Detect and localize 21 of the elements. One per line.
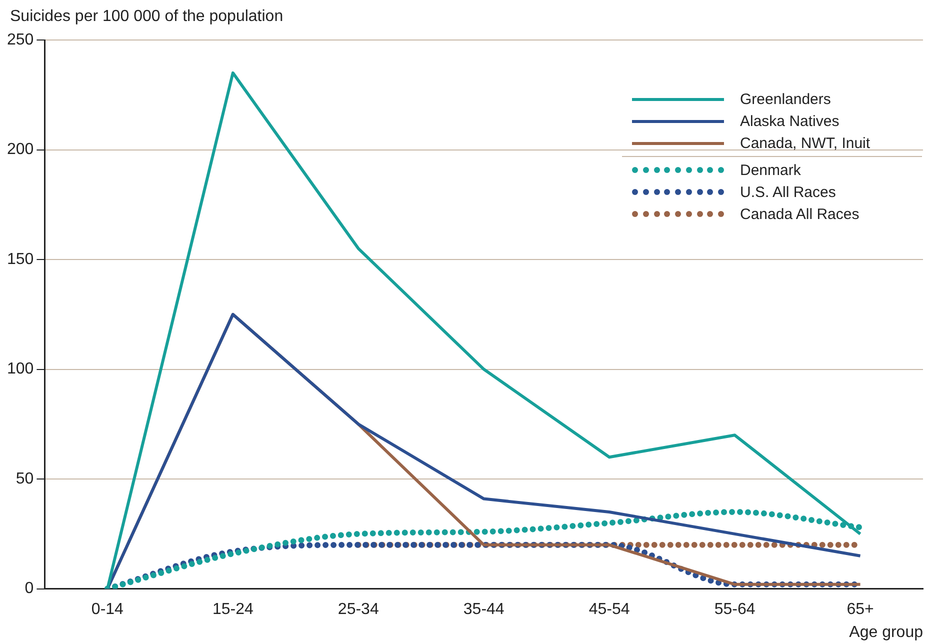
x-axis-title: Age group bbox=[849, 624, 923, 642]
x-tick-label: 35-44 bbox=[463, 600, 504, 618]
legend-label: U.S. All Races bbox=[740, 184, 836, 200]
y-tick-label: 150 bbox=[6, 250, 34, 268]
y-tick-label: 200 bbox=[6, 141, 34, 158]
legend-label: Canada, NWT, Inuit bbox=[740, 134, 870, 152]
x-tick-label: 65+ bbox=[846, 600, 874, 618]
y-tick-label: 250 bbox=[6, 31, 34, 48]
y-tick-label: 50 bbox=[16, 470, 34, 488]
x-tick-label: 45-54 bbox=[588, 600, 630, 618]
y-tick-label: 0 bbox=[24, 580, 34, 598]
legend-label: Alaska Natives bbox=[740, 112, 840, 130]
legend-label: Greenlanders bbox=[740, 90, 831, 108]
y-axis-title: Suicides per 100 000 of the population bbox=[10, 8, 284, 26]
x-tick-label: 15-24 bbox=[212, 600, 254, 618]
legend-label: Denmark bbox=[740, 162, 801, 178]
x-tick-label: 55-64 bbox=[714, 600, 756, 618]
x-tick-label: 25-34 bbox=[338, 600, 379, 618]
y-tick-label: 100 bbox=[6, 360, 34, 378]
x-tick-label: 0-14 bbox=[91, 600, 124, 618]
legend-label: Canada All Races bbox=[740, 206, 860, 222]
